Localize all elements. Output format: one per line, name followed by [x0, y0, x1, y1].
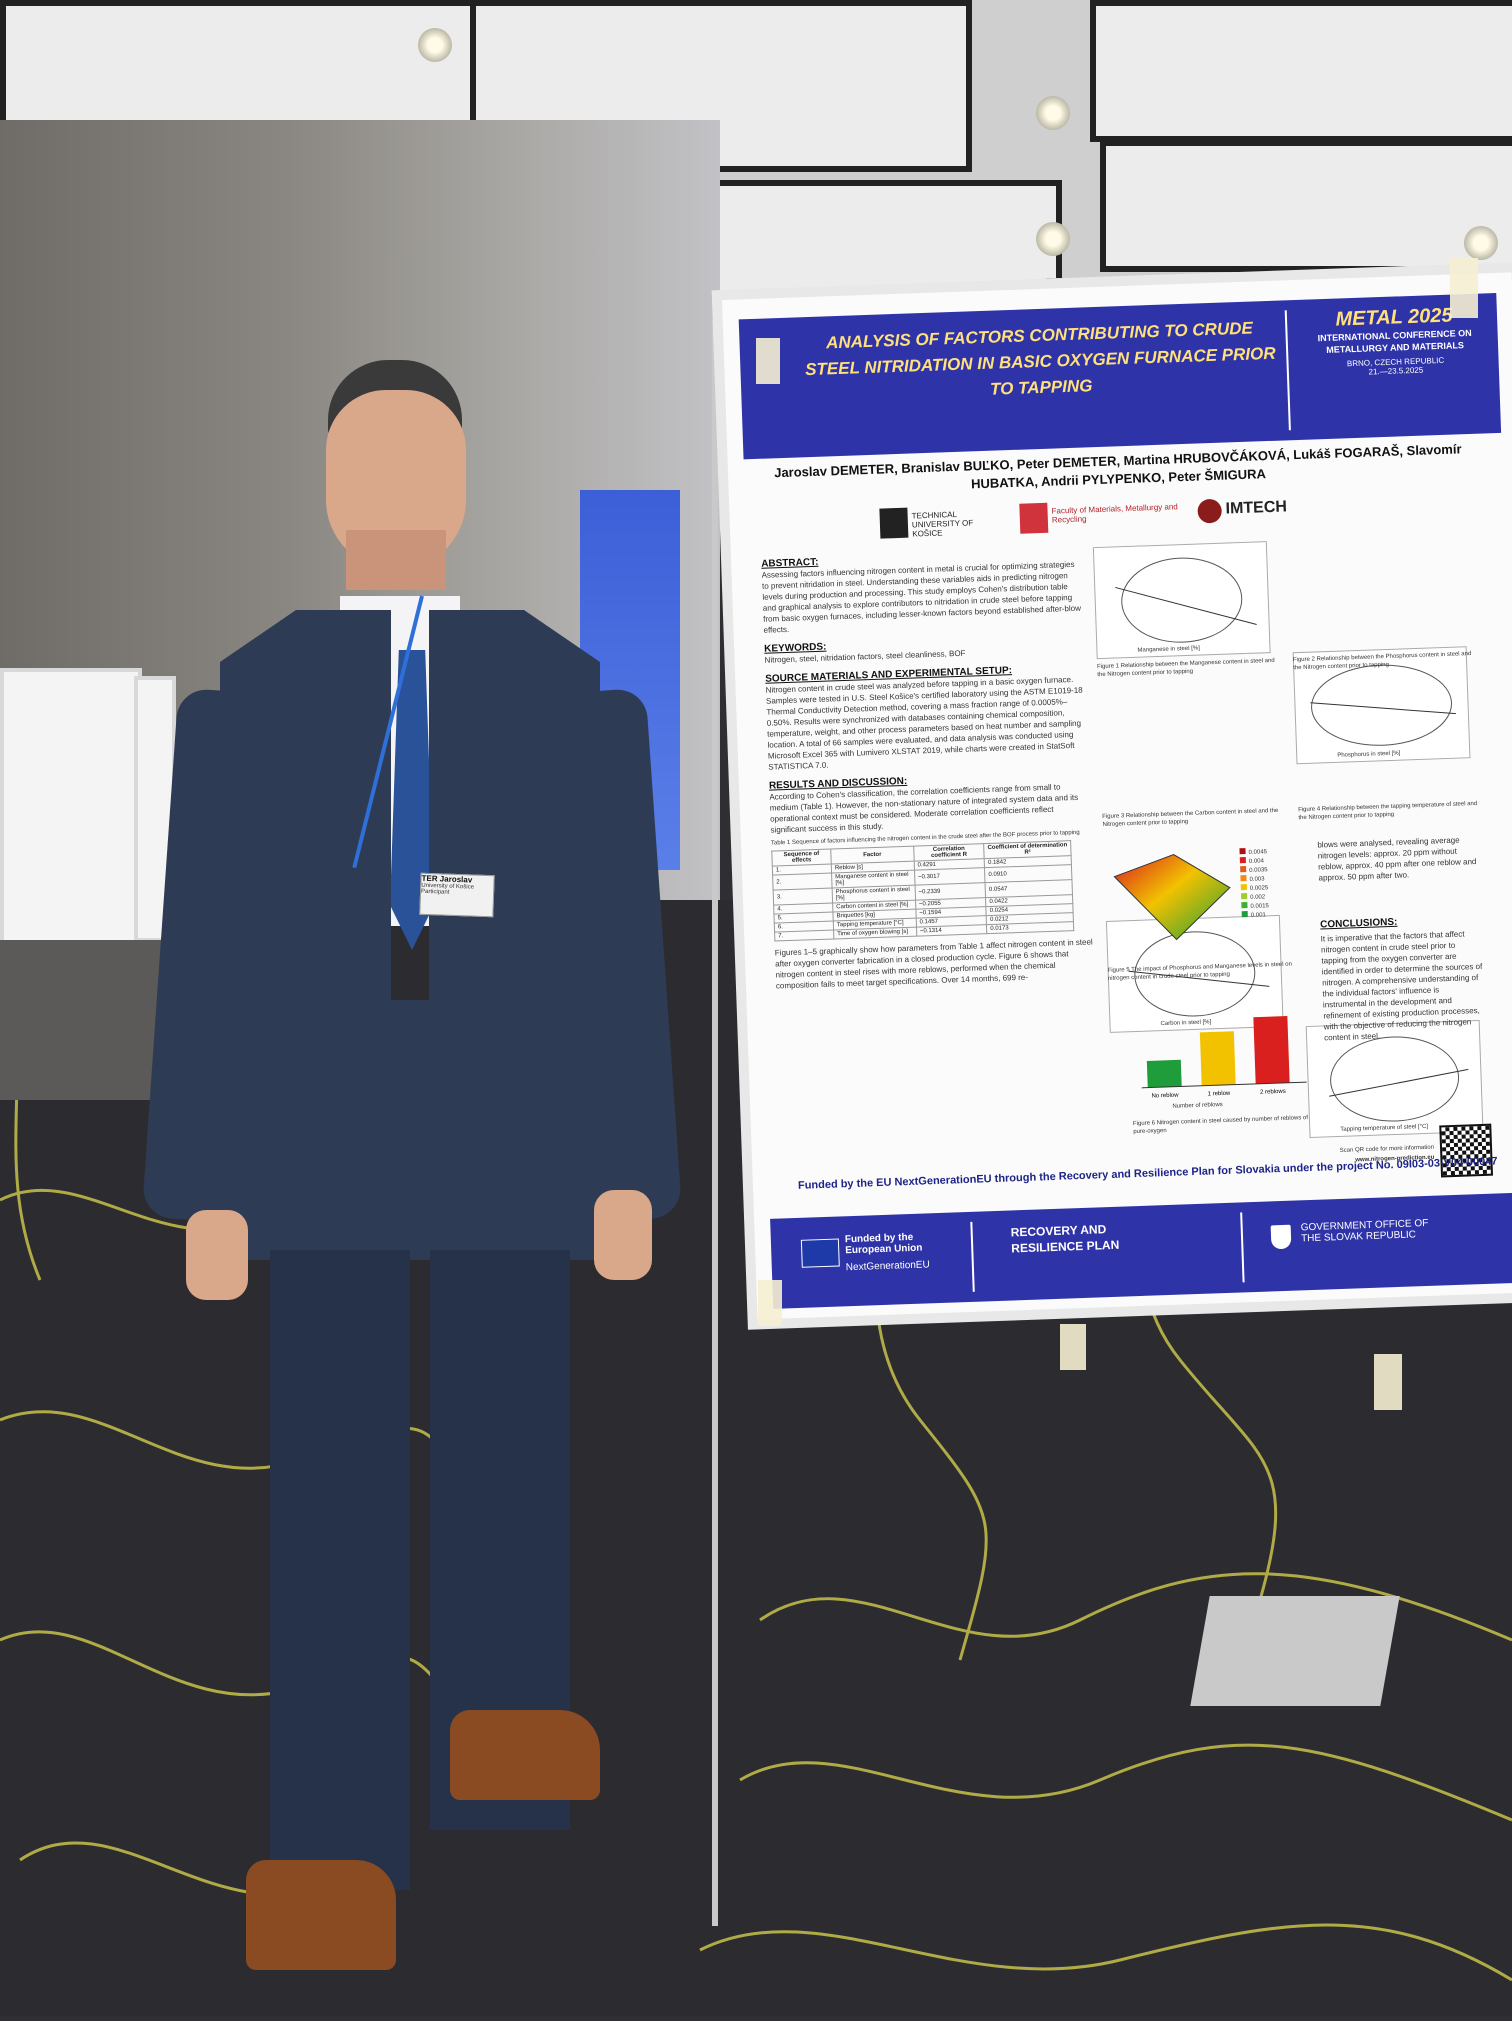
table-cell: 0.0173: [986, 921, 1074, 934]
tape: [1450, 258, 1478, 318]
board-stand: [0, 940, 168, 1100]
figure-4-caption: Figure 4 Relationship between the tappin…: [1298, 800, 1478, 822]
slovak-coat-of-arms-icon: [1270, 1224, 1292, 1250]
footer-divider: [970, 1221, 975, 1292]
table-cell: −0.1314: [916, 924, 988, 937]
bar-0: [1146, 1059, 1182, 1088]
figure-1-plot: [1115, 557, 1257, 643]
left-column: ABSTRACT: Assessing factors influencing …: [761, 548, 1096, 992]
figure-6-bar-chart: No reblow 1 reblow 2 reblows Number of reb…: [1109, 990, 1313, 1115]
recovery-plan-label: RECOVERY AND RESILIENCE PLAN: [1010, 1222, 1120, 1256]
bar-category-label: 1 reblow: [1208, 1091, 1232, 1098]
source-text: Nitrogen content in crude steel was anal…: [765, 674, 1083, 772]
figure-1-scatter: Manganese in steel [%]: [1092, 541, 1271, 660]
conclusions-heading: CONCLUSIONS:: [1319, 916, 1398, 931]
header-divider: [1284, 310, 1291, 431]
abstract-text: Assessing factors influencing nitrogen c…: [761, 559, 1082, 635]
tape: [1374, 1354, 1402, 1410]
poster: ANALYSIS OF FACTORS CONTRIBUTING TO CRUD…: [722, 272, 1512, 1320]
footer-divider: [1240, 1212, 1245, 1283]
background-board: [0, 668, 142, 948]
eu-funding-label: Funded by the European Union: [844, 1231, 923, 1257]
stand-floor-plate: [1190, 1596, 1400, 1706]
faculty-name: Faculty of Materials, Metallurgy and Rec…: [1051, 502, 1178, 525]
figure-5-legend: 0.0045 0.004 0.0035 0.003 0.0025 0.002 0.0015 0…: [1239, 846, 1301, 920]
imtech-logo-icon: [1197, 498, 1223, 524]
neck: [346, 530, 446, 590]
ceiling-panel: [1100, 140, 1512, 272]
table-body: 1. Reblow [s] 0.4291 0.1842 2. Manganese cont…: [772, 855, 1074, 942]
ceiling-light: [1036, 96, 1070, 130]
figure-5-plot: [1113, 854, 1231, 941]
imtech-name: IMTECH: [1225, 498, 1288, 518]
tape: [756, 338, 780, 384]
faculty-logo-icon: [1019, 502, 1049, 534]
figure-4-plot: [1329, 1036, 1469, 1122]
right-hand: [594, 1190, 652, 1280]
figure-3-caption: Figure 3 Relationship between the Carbon…: [1102, 807, 1279, 829]
ceiling-light: [1036, 222, 1070, 256]
eu-nextgen-label: NextGenerationEU: [845, 1259, 930, 1274]
figure-4-scatter: Tapping temperature of steel [°C]: [1305, 1019, 1484, 1139]
table-cell: 7.: [774, 929, 834, 942]
figure-6-caption: Figure 6 Nitrogen content in steel cause…: [1132, 1115, 1309, 1136]
left-hand: [186, 1210, 248, 1300]
person: TER Jaroslav University of Košice Partic…: [141, 360, 690, 2000]
logo-row: TECHNICAL UNIVERSITY OF KOŠICE Faculty o…: [879, 489, 1380, 544]
poster-title: ANALYSIS OF FACTORS CONTRIBUTING TO CRUD…: [804, 318, 1276, 399]
table-cell: Time of oxygen blowing [s]: [833, 927, 917, 939]
tuke-name: TECHNICAL UNIVERSITY OF KOŠICE: [911, 509, 974, 539]
x-axis: [1141, 1081, 1307, 1089]
conclusions-text: It is imperative that the factors that a…: [1320, 929, 1483, 1043]
figure-2-plot: [1310, 664, 1456, 746]
figure-3-scatter: Carbon in steel [%]: [1105, 914, 1284, 1033]
figures-text: Figures 1–5 graphically show how paramet…: [774, 937, 1093, 991]
figure-2-scatter: Phosphorus in steel [%]: [1292, 646, 1471, 765]
tape: [758, 1280, 782, 1326]
legend-entry: 0.001: [1241, 909, 1302, 920]
figure-3-plot: [1128, 931, 1270, 1017]
bar-category-label: 2 reblows: [1260, 1089, 1286, 1096]
left-trouser: [270, 1250, 410, 1890]
government-office-label: GOVERNMENT OFFICE OF THE SLOVAK REPUBLIC: [1300, 1217, 1429, 1245]
figure-1-caption: Figure 1 Relationship between the Mangan…: [1096, 657, 1275, 679]
poster-header: ANALYSIS OF FACTORS CONTRIBUTING TO CRUD…: [738, 292, 1502, 460]
figure-5-surface: [1103, 842, 1237, 956]
factor-table: Sequence of effects Factor Correlation coe…: [771, 840, 1074, 942]
ceiling-panel: [1090, 0, 1512, 142]
right-shoe: [450, 1710, 600, 1800]
bar-category-label: No reblow: [1151, 1093, 1179, 1100]
tape: [1060, 1324, 1086, 1370]
right-column: Manganese in steel [%] Phosphorus in ste…: [1092, 534, 1494, 1178]
eu-flag-icon: [800, 1238, 840, 1268]
ceiling-light: [418, 28, 452, 62]
poster-footer: Funded by the European Union NextGenerat…: [770, 1192, 1512, 1309]
left-shoe: [246, 1860, 396, 1970]
ceiling-light: [1464, 226, 1498, 260]
tuke-logo-icon: [879, 507, 909, 539]
results-continuation: blows were analysed, revealing average n…: [1317, 835, 1477, 883]
bar-1: [1199, 1031, 1236, 1086]
figure-6-plot: No reblow 1 reblow 2 reblows: [1141, 1016, 1307, 1100]
name-badge: TER Jaroslav University of Košice Partic…: [419, 872, 495, 918]
bar-2: [1253, 1016, 1290, 1084]
funding-statement: Funded by the EU NextGenerationEU throug…: [797, 1155, 1498, 1192]
